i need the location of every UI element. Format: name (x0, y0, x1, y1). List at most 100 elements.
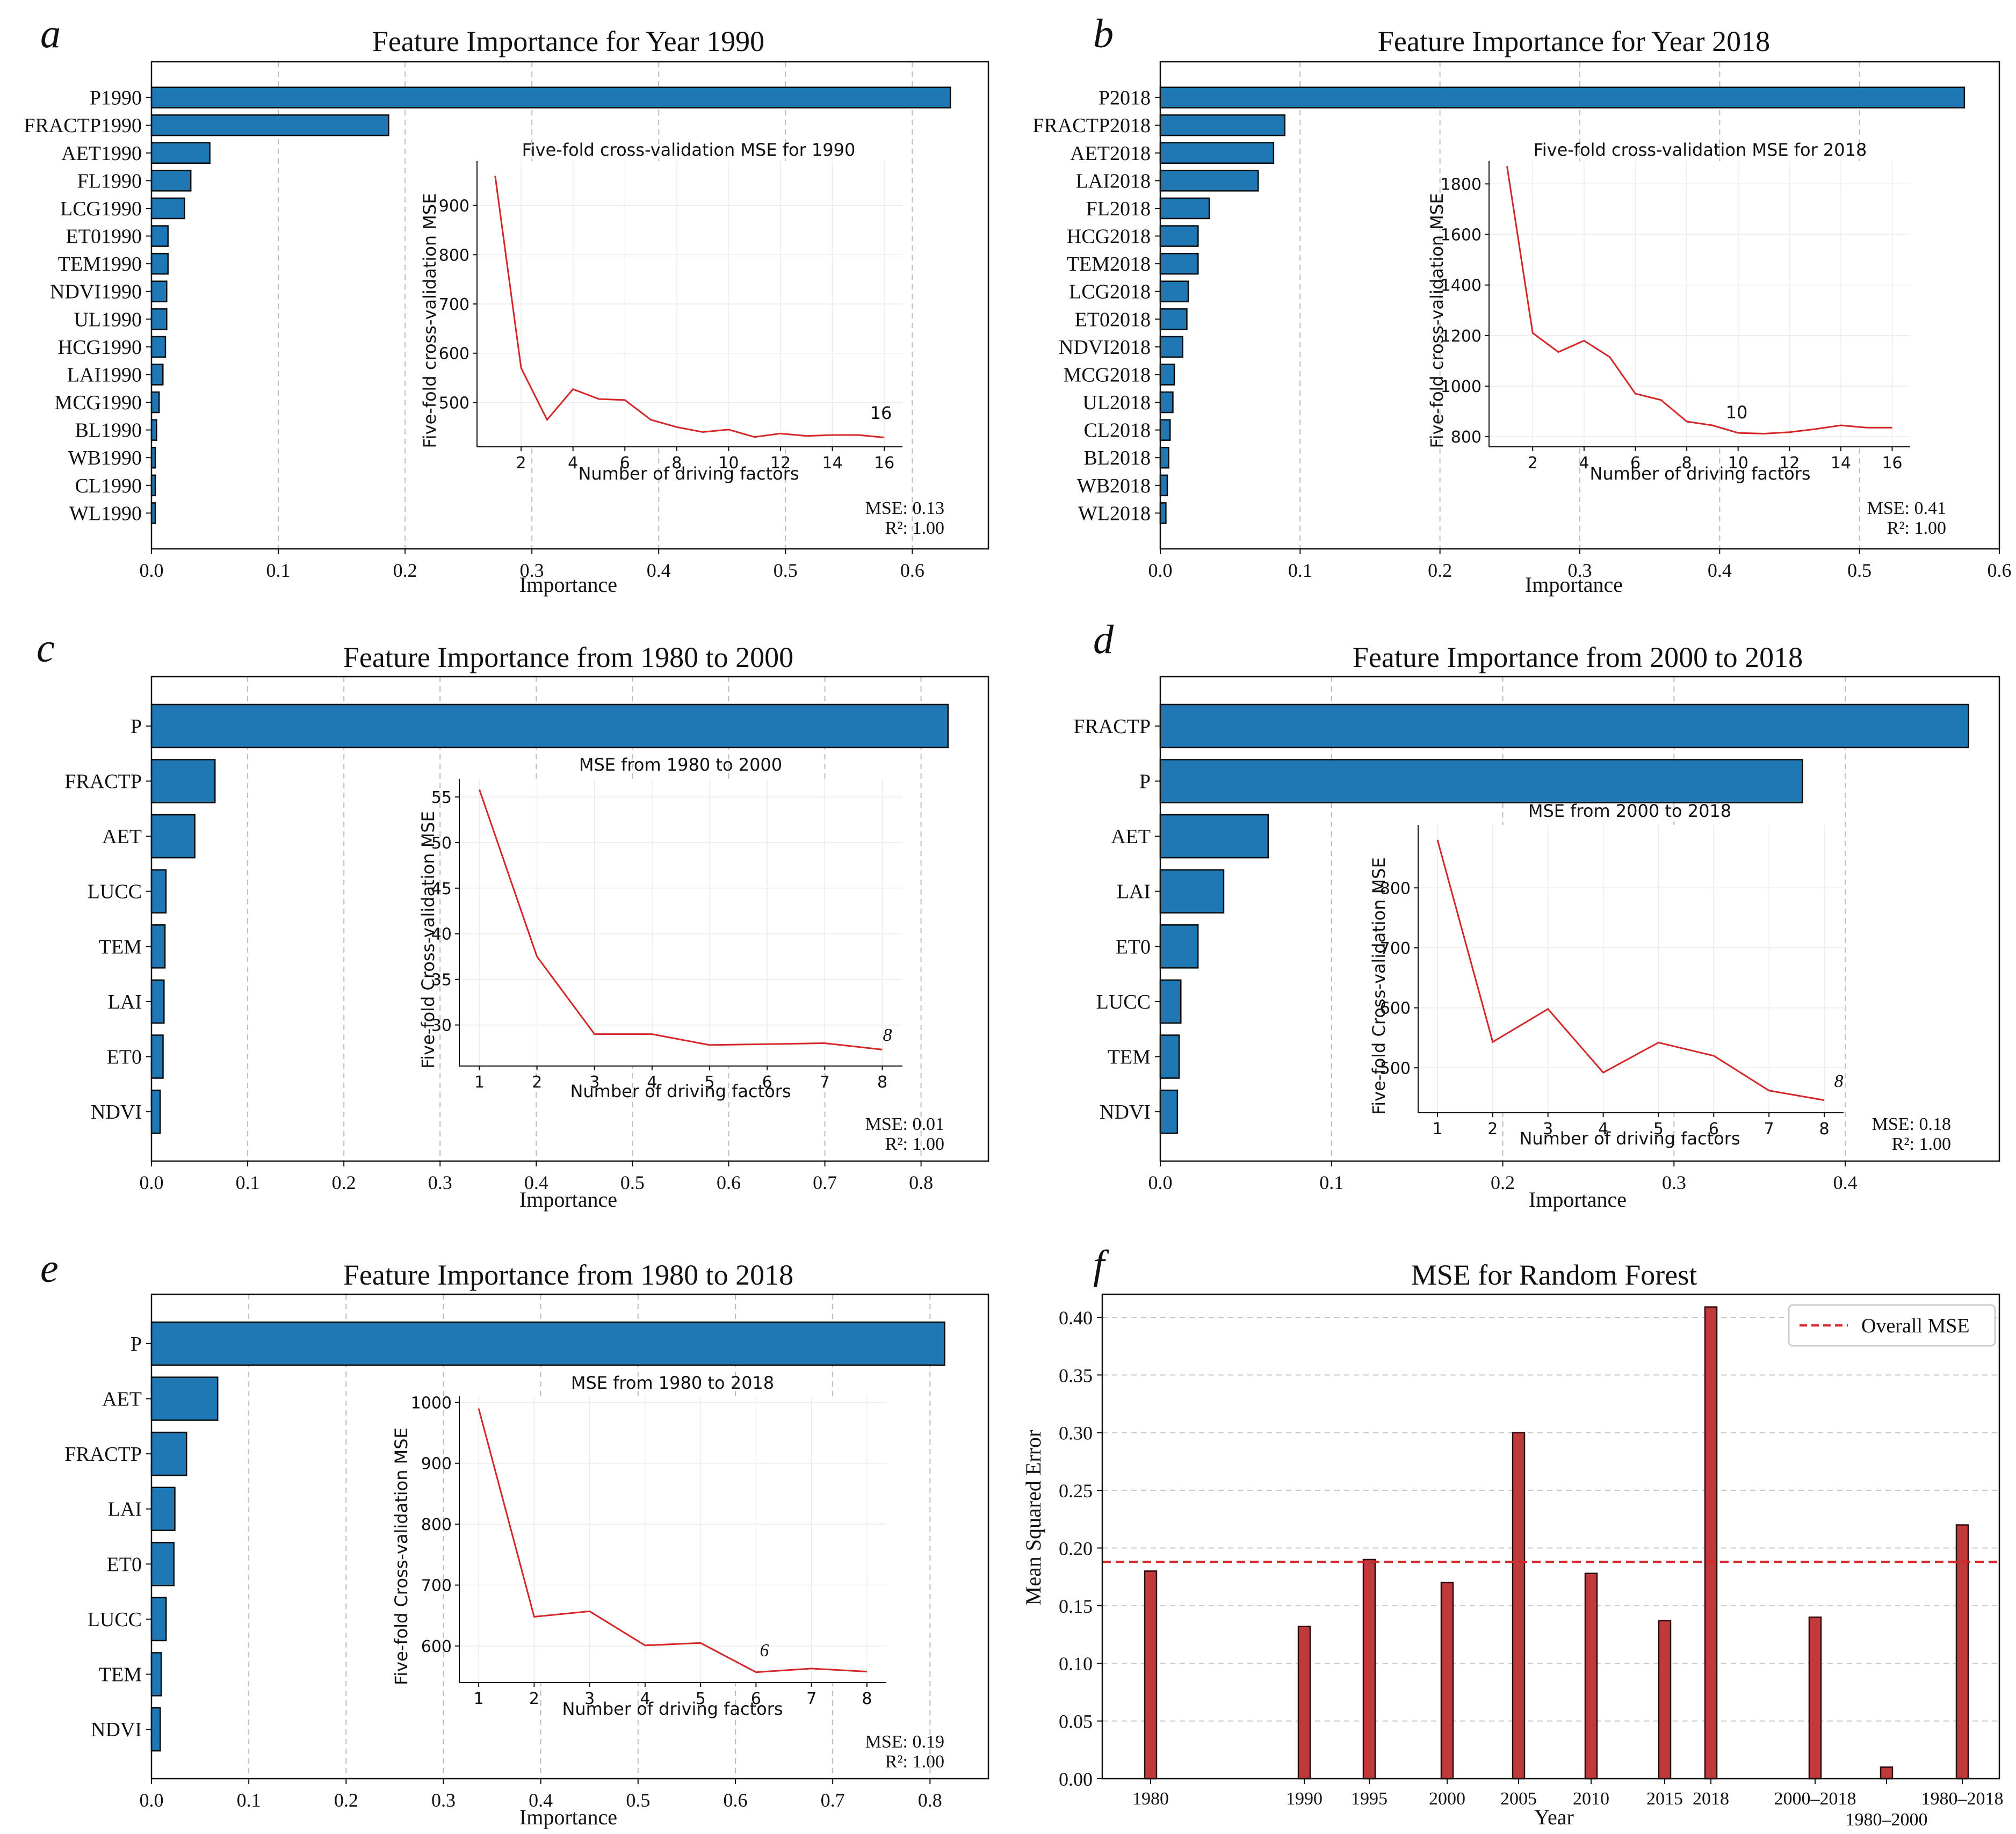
bar-ndvi2018 (1159, 336, 1183, 358)
inset-a-xlabel: Number of driving factors (578, 463, 799, 484)
ytick-label-tem2018: TEM2018 (1067, 253, 1151, 276)
ytick-label-lai1990: LAI1990 (67, 364, 142, 386)
panel-a-xlabel: Importance (519, 572, 617, 597)
inset-xtick-label: 1 (474, 1073, 485, 1092)
xtick-label: 0.8 (909, 1172, 933, 1193)
xtick-label: 0.1 (266, 560, 291, 581)
legend-box (1788, 1304, 1996, 1347)
inset-xtick-label: 7 (820, 1073, 830, 1092)
inset-xtick-label: 16 (1882, 454, 1902, 473)
inset-xtick-label: 6 (762, 1073, 772, 1092)
ytick-label: 0.30 (1059, 1423, 1093, 1444)
inset-ytick-label: 900 (421, 1455, 452, 1474)
inset-ytick-label: 700 (1380, 939, 1411, 958)
bar-bl2018 (1159, 446, 1169, 469)
ytick-label-wb1990: WB1990 (68, 447, 142, 469)
ytick-label-hcg1990: HCG1990 (58, 336, 142, 359)
panel-d-xlabel: Importance (1529, 1187, 1627, 1212)
bar-mcg2018 (1159, 364, 1175, 386)
inset-xtick-label: 6 (751, 1690, 761, 1708)
bar-2005 (1512, 1432, 1526, 1780)
ytick-label: 0.00 (1059, 1768, 1093, 1790)
bar-lai2018 (1159, 170, 1259, 192)
ytick-label-lai: LAI (108, 1498, 142, 1521)
bar-et0 (150, 1034, 164, 1079)
ytick-label-p: P (131, 715, 142, 738)
ytick-label-fl1990: FL1990 (77, 170, 142, 192)
inset-xtick-label: 1 (474, 1690, 484, 1708)
inset-ytick-label: 45 (431, 880, 452, 898)
inset-xtick-label: 4 (568, 454, 578, 473)
ytick-label-aet2018: AET2018 (1070, 142, 1151, 165)
inset-xtick-label: 4 (1598, 1120, 1608, 1139)
inset-a-marker-label: 16 (870, 403, 892, 423)
inset-ytick-label: 35 (431, 971, 452, 990)
inset-background (1418, 825, 1844, 1113)
inset-background (459, 779, 902, 1066)
ytick-label-lai: LAI (1117, 881, 1151, 903)
axes-frame (150, 61, 989, 550)
xtick-label: 0.2 (332, 1172, 356, 1193)
ytick-label-lai: LAI (108, 991, 142, 1013)
ytick-label-tem1990: TEM1990 (58, 253, 142, 276)
xtick-label: 0.0 (140, 1789, 164, 1811)
ytick-label-fractp: FRACTP (64, 1443, 142, 1466)
bar-tem (1159, 1034, 1180, 1079)
ytick-label-wl2018: WL2018 (1078, 502, 1151, 525)
inset-xtick-label: 4 (1579, 454, 1589, 473)
bar-ndvi (150, 1707, 161, 1752)
bar-p (1159, 759, 1803, 803)
ytick-label-aet1990: AET1990 (61, 142, 142, 165)
bar-mcg1990 (150, 391, 160, 414)
ytick-label: 0.40 (1059, 1307, 1093, 1329)
xtick-label: 0.1 (1319, 1172, 1343, 1193)
ytick-label-ndvi: NDVI (91, 1719, 142, 1741)
inset-xtick-label: 6 (1630, 454, 1641, 473)
inset-xtick-label: 10 (1728, 454, 1748, 473)
ytick-label-et0: ET0 (107, 1046, 142, 1069)
inset-d-xlabel: Number of driving factors (1519, 1128, 1740, 1149)
inset-xtick-label: 5 (705, 1073, 715, 1092)
ytick-label-ndvi2018: NDVI2018 (1059, 336, 1151, 359)
bar-fl1990 (150, 170, 192, 192)
inset-xtick-label: 2 (1528, 454, 1538, 473)
inset-ytick-label: 1400 (1441, 277, 1482, 295)
bar-ndvi1990 (150, 280, 168, 302)
bar-ul2018 (1159, 391, 1174, 414)
ytick-label-hcg2018: HCG2018 (1067, 226, 1151, 248)
ytick-label-mcg2018: MCG2018 (1063, 364, 1151, 386)
bar-fractp1990 (150, 114, 389, 136)
ytick-label-p: P (1139, 770, 1151, 793)
bar-tem1990 (150, 252, 169, 275)
panel-f-ylabel: Mean Squared Error (1021, 1430, 1045, 1606)
panel-d-mse: MSE: 0.18 (1872, 1114, 1951, 1134)
bar-aet1990 (150, 142, 211, 164)
bar-aet2018 (1159, 142, 1275, 164)
inset-ytick-label: 1000 (1441, 378, 1482, 396)
inset-xtick-label: 8 (877, 1073, 887, 1092)
inset-xtick-label: 14 (822, 454, 843, 473)
inset-xtick-label: 12 (770, 454, 791, 473)
bar-hcg2018 (1159, 225, 1199, 247)
xtick-label: 0.5 (620, 1172, 645, 1193)
inset-b-marker-label: 10 (1726, 402, 1748, 423)
axes-frame (1101, 1293, 2000, 1780)
bar-et02018 (1159, 308, 1188, 330)
xtick-label: 0.4 (1833, 1172, 1858, 1193)
ytick-label-lucc: LUCC (88, 881, 142, 903)
panel-letter-f: f (1093, 1242, 1109, 1287)
bar-tem (150, 924, 166, 969)
xtick-label: 0.0 (140, 1172, 164, 1193)
inset-ytick-label: 700 (439, 295, 469, 314)
ytick-label-tem: TEM (99, 936, 142, 958)
inset-b-title: Five-fold cross-validation MSE for 2018 (1534, 140, 1867, 160)
ytick-label-lucc: LUCC (1096, 991, 1151, 1013)
legend-label: Overall MSE (1861, 1315, 1970, 1337)
bar-wl2018 (1159, 502, 1167, 524)
inset-ytick-label: 700 (421, 1577, 452, 1596)
xtick-label: 0.1 (237, 1789, 261, 1811)
ytick-label-fractp1990: FRACTP1990 (24, 114, 142, 137)
ytick-label-tem: TEM (99, 1664, 142, 1686)
xtick-label-1990: 1990 (1286, 1789, 1323, 1809)
panel-b-mse: MSE: 0.41 (1867, 498, 1946, 518)
